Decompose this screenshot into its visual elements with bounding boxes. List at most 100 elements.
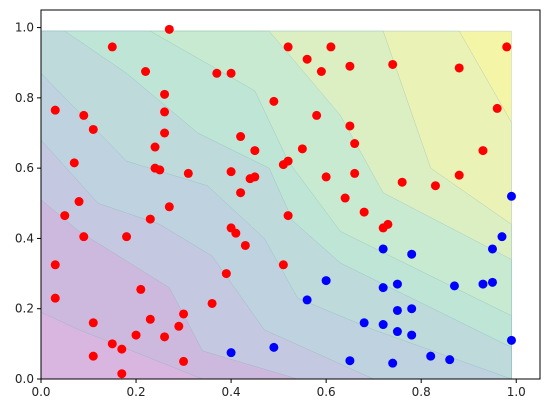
data-point (136, 284, 146, 294)
x-tick-label: 0.2 (127, 385, 146, 399)
data-point (88, 318, 98, 328)
data-point (312, 110, 322, 120)
data-point (221, 269, 231, 279)
data-point (269, 96, 279, 106)
data-point (145, 214, 155, 224)
data-point (345, 61, 355, 71)
data-point (179, 356, 189, 366)
data-point (478, 279, 488, 289)
data-point (392, 279, 402, 289)
data-point (392, 305, 402, 315)
data-point (478, 146, 488, 156)
data-point (50, 293, 60, 303)
data-point (454, 170, 464, 180)
contour-background (40, 30, 512, 380)
x-tick-label: 1.0 (507, 385, 526, 399)
data-point (454, 63, 464, 73)
data-point (506, 335, 516, 345)
data-point (160, 107, 170, 117)
data-point (388, 59, 398, 69)
data-points (50, 24, 516, 379)
data-point (407, 330, 417, 340)
data-point (502, 42, 512, 52)
data-point (79, 110, 89, 120)
data-point (497, 232, 507, 242)
data-point (340, 193, 350, 203)
data-point (506, 191, 516, 201)
data-point (231, 228, 241, 238)
y-tick-label: 0.0 (15, 372, 34, 386)
data-point (449, 281, 459, 291)
data-point (359, 207, 369, 217)
data-point (236, 132, 246, 142)
data-point (350, 139, 360, 149)
data-point (345, 121, 355, 131)
data-point (160, 89, 170, 99)
data-point (487, 244, 497, 254)
data-point (160, 332, 170, 342)
data-point (250, 146, 260, 156)
data-point (392, 327, 402, 337)
data-point (378, 283, 388, 293)
axes-frame (40, 9, 541, 380)
data-point (107, 42, 117, 52)
data-point (141, 67, 151, 76)
data-point (236, 188, 246, 198)
data-point (150, 142, 160, 152)
data-point (145, 314, 155, 324)
data-point (174, 321, 184, 331)
data-point (50, 260, 60, 270)
data-point (164, 24, 174, 34)
data-point (359, 318, 369, 328)
data-point (88, 124, 98, 134)
data-point (407, 249, 417, 259)
x-tick-label: 0.4 (222, 385, 241, 399)
data-point (79, 232, 89, 242)
data-point (226, 348, 236, 358)
data-point (302, 295, 312, 305)
data-point (297, 144, 307, 154)
data-point (283, 211, 293, 221)
data-point (378, 223, 388, 233)
data-point (131, 330, 141, 340)
data-point (397, 177, 407, 187)
data-point (378, 244, 388, 254)
data-point (69, 158, 79, 168)
data-point (226, 167, 236, 177)
data-point (350, 168, 360, 178)
y-tick-label: 0.6 (15, 161, 34, 175)
data-point (326, 42, 336, 52)
data-point (278, 160, 288, 170)
data-point (321, 172, 331, 182)
data-point (378, 320, 388, 330)
data-point (388, 358, 398, 368)
data-point (212, 68, 222, 78)
data-point (179, 309, 189, 319)
data-point (426, 351, 436, 361)
data-point (316, 67, 326, 76)
data-point (487, 277, 497, 287)
y-tick-label: 1.0 (15, 21, 34, 35)
data-point (60, 211, 70, 221)
data-point (321, 276, 331, 286)
data-point (250, 172, 260, 182)
data-point (240, 240, 250, 250)
data-point (160, 128, 170, 138)
y-tick-label: 0.4 (15, 231, 34, 245)
data-point (207, 298, 217, 308)
data-point (50, 105, 60, 115)
data-point (492, 103, 502, 113)
data-point (445, 355, 455, 365)
data-point (107, 339, 117, 349)
data-point (183, 168, 193, 178)
data-point (430, 181, 440, 191)
x-axis: 0.0 0.2 0.4 0.6 0.8 1.0 (31, 379, 526, 399)
y-axis: 0.0 0.2 0.4 0.6 0.8 1.0 (15, 21, 41, 386)
data-point (226, 68, 236, 78)
data-point (164, 202, 174, 212)
x-tick-label: 0.6 (317, 385, 336, 399)
data-point (155, 165, 165, 175)
data-point (117, 344, 127, 354)
data-point (117, 369, 127, 379)
